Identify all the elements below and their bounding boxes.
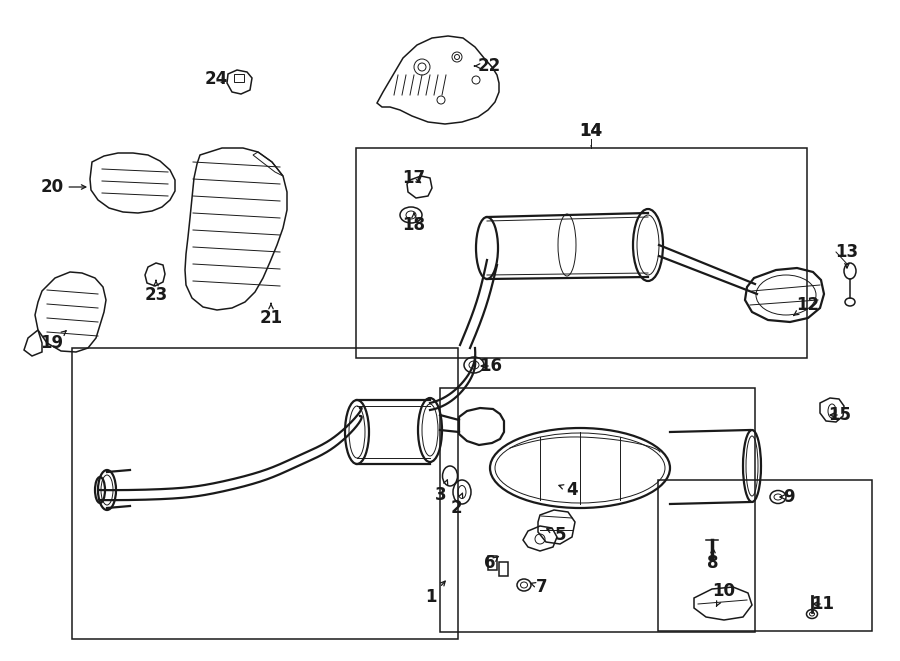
Text: 1: 1 xyxy=(425,581,446,606)
Text: 7: 7 xyxy=(530,578,548,596)
Text: 18: 18 xyxy=(402,213,426,234)
Text: 12: 12 xyxy=(794,296,820,315)
Bar xyxy=(440,388,755,632)
Bar xyxy=(356,148,807,358)
Text: 8: 8 xyxy=(707,548,719,572)
Text: 20: 20 xyxy=(40,178,86,196)
Text: 5: 5 xyxy=(547,526,566,544)
Bar xyxy=(658,480,872,631)
Text: 22: 22 xyxy=(474,57,500,75)
Text: 14: 14 xyxy=(580,122,603,146)
Text: 15: 15 xyxy=(829,406,851,424)
Text: 17: 17 xyxy=(402,169,426,187)
Text: 13: 13 xyxy=(835,243,859,268)
Text: 23: 23 xyxy=(144,280,167,304)
Text: 14: 14 xyxy=(580,122,603,140)
Text: 3: 3 xyxy=(436,480,447,504)
Text: 2: 2 xyxy=(450,493,463,517)
Text: 6: 6 xyxy=(484,554,499,572)
Bar xyxy=(488,556,497,570)
Bar xyxy=(72,348,458,639)
Text: 24: 24 xyxy=(204,70,228,88)
Text: 16: 16 xyxy=(480,357,502,375)
Text: 19: 19 xyxy=(40,330,66,352)
Text: 21: 21 xyxy=(259,303,283,327)
Bar xyxy=(234,74,244,82)
Bar xyxy=(499,562,508,576)
Text: 10: 10 xyxy=(713,582,735,606)
Text: 9: 9 xyxy=(780,488,795,506)
Text: 11: 11 xyxy=(812,595,834,613)
Text: 4: 4 xyxy=(559,481,578,499)
